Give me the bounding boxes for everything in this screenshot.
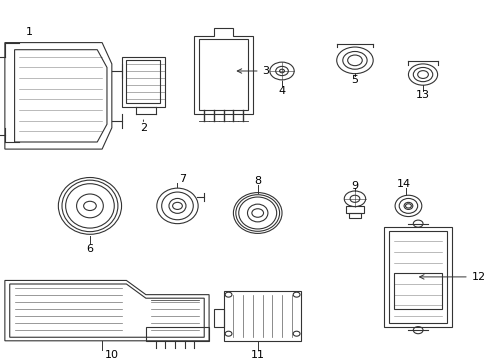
Text: 14: 14 xyxy=(396,179,410,189)
Text: 5: 5 xyxy=(351,75,358,85)
Text: 8: 8 xyxy=(254,176,261,186)
Text: 1: 1 xyxy=(26,27,33,37)
Text: 7: 7 xyxy=(179,174,185,184)
Text: 11: 11 xyxy=(250,350,264,360)
Bar xyxy=(126,60,160,103)
Text: 9: 9 xyxy=(351,181,358,192)
Text: 4: 4 xyxy=(278,86,285,95)
Text: 10: 10 xyxy=(104,350,119,360)
Bar xyxy=(348,213,360,218)
Bar xyxy=(346,206,363,213)
Text: 2: 2 xyxy=(140,123,147,133)
Bar xyxy=(393,273,442,309)
Bar xyxy=(122,57,165,107)
Text: 3: 3 xyxy=(237,66,269,76)
Text: 13: 13 xyxy=(415,90,429,100)
Text: 6: 6 xyxy=(86,243,93,253)
Text: 12: 12 xyxy=(419,272,485,282)
